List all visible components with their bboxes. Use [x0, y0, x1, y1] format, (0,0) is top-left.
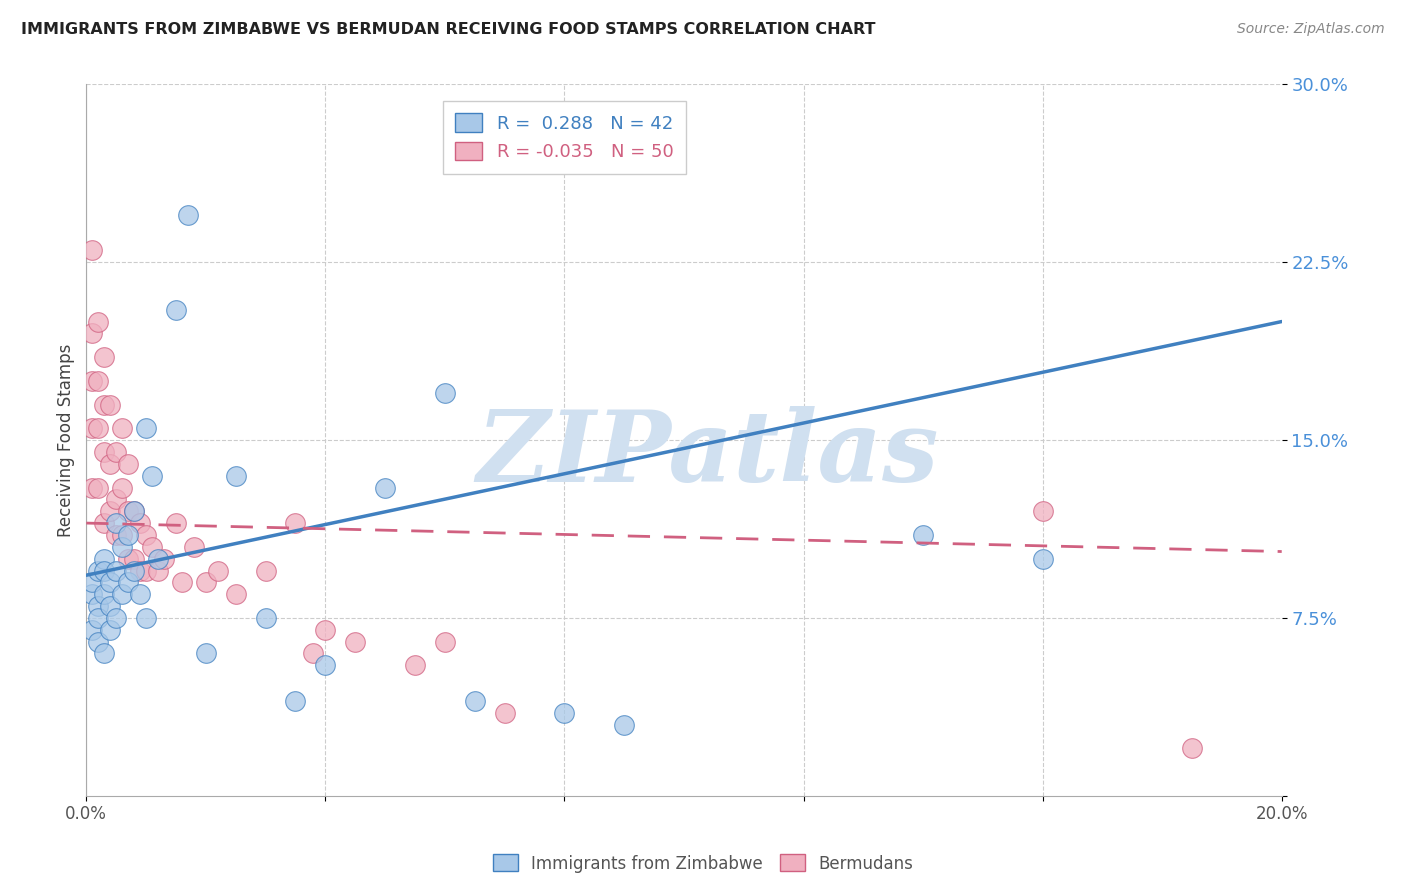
Point	[98, 623, 121, 637]
Point	[194, 647, 217, 661]
Point	[302, 647, 325, 661]
Point	[225, 468, 247, 483]
Point	[111, 587, 134, 601]
Point	[111, 528, 134, 542]
Point	[464, 694, 486, 708]
Text: Source: ZipAtlas.com: Source: ZipAtlas.com	[1237, 22, 1385, 37]
Point	[98, 575, 121, 590]
Point	[98, 599, 121, 613]
Point	[93, 445, 115, 459]
Text: IMMIGRANTS FROM ZIMBABWE VS BERMUDAN RECEIVING FOOD STAMPS CORRELATION CHART: IMMIGRANTS FROM ZIMBABWE VS BERMUDAN REC…	[21, 22, 876, 37]
Point	[105, 492, 128, 507]
Point	[87, 611, 110, 625]
Point	[117, 575, 139, 590]
Point	[314, 658, 336, 673]
Point	[1181, 741, 1204, 756]
Point	[93, 587, 115, 601]
Point	[404, 658, 426, 673]
Point	[207, 564, 229, 578]
Point	[98, 457, 121, 471]
Point	[82, 421, 104, 435]
Point	[344, 634, 367, 648]
Point	[93, 551, 115, 566]
Point	[284, 516, 307, 530]
Point	[105, 516, 128, 530]
Point	[122, 504, 145, 518]
Point	[111, 540, 134, 554]
Point	[105, 564, 128, 578]
Point	[433, 634, 456, 648]
Point	[129, 587, 152, 601]
Point	[82, 326, 104, 341]
Point	[170, 575, 193, 590]
Point	[165, 516, 187, 530]
Point	[82, 481, 104, 495]
Text: ZIPatlas: ZIPatlas	[477, 406, 939, 502]
Point	[146, 551, 169, 566]
Point	[153, 551, 176, 566]
Point	[183, 540, 205, 554]
Point	[1032, 504, 1054, 518]
Point	[87, 421, 110, 435]
Point	[87, 564, 110, 578]
Point	[82, 623, 104, 637]
Point	[105, 611, 128, 625]
Point	[111, 481, 134, 495]
Point	[553, 706, 575, 720]
Point	[111, 421, 134, 435]
Legend: Immigrants from Zimbabwe, Bermudans: Immigrants from Zimbabwe, Bermudans	[486, 847, 920, 880]
Point	[141, 468, 163, 483]
Point	[82, 374, 104, 388]
Point	[254, 611, 277, 625]
Point	[98, 398, 121, 412]
Point	[135, 421, 157, 435]
Point	[82, 575, 104, 590]
Point	[141, 540, 163, 554]
Point	[122, 504, 145, 518]
Point	[93, 564, 115, 578]
Point	[82, 244, 104, 258]
Point	[87, 599, 110, 613]
Point	[117, 551, 139, 566]
Point	[93, 350, 115, 364]
Point	[87, 374, 110, 388]
Point	[129, 564, 152, 578]
Point	[912, 528, 935, 542]
Point	[93, 398, 115, 412]
Point	[122, 564, 145, 578]
Point	[93, 516, 115, 530]
Point	[165, 302, 187, 317]
Point	[194, 575, 217, 590]
Point	[613, 717, 636, 731]
Point	[117, 528, 139, 542]
Point	[374, 481, 396, 495]
Point	[135, 528, 157, 542]
Point	[494, 706, 516, 720]
Point	[105, 528, 128, 542]
Y-axis label: Receiving Food Stamps: Receiving Food Stamps	[58, 343, 75, 537]
Point	[177, 208, 200, 222]
Point	[117, 457, 139, 471]
Point	[82, 587, 104, 601]
Point	[135, 611, 157, 625]
Legend: R =  0.288   N = 42, R = -0.035   N = 50: R = 0.288 N = 42, R = -0.035 N = 50	[443, 101, 686, 174]
Point	[284, 694, 307, 708]
Point	[254, 564, 277, 578]
Point	[225, 587, 247, 601]
Point	[146, 564, 169, 578]
Point	[314, 623, 336, 637]
Point	[117, 504, 139, 518]
Point	[98, 504, 121, 518]
Point	[105, 445, 128, 459]
Point	[87, 634, 110, 648]
Point	[122, 551, 145, 566]
Point	[87, 314, 110, 328]
Point	[433, 385, 456, 400]
Point	[87, 481, 110, 495]
Point	[1032, 551, 1054, 566]
Point	[135, 564, 157, 578]
Point	[93, 647, 115, 661]
Point	[129, 516, 152, 530]
